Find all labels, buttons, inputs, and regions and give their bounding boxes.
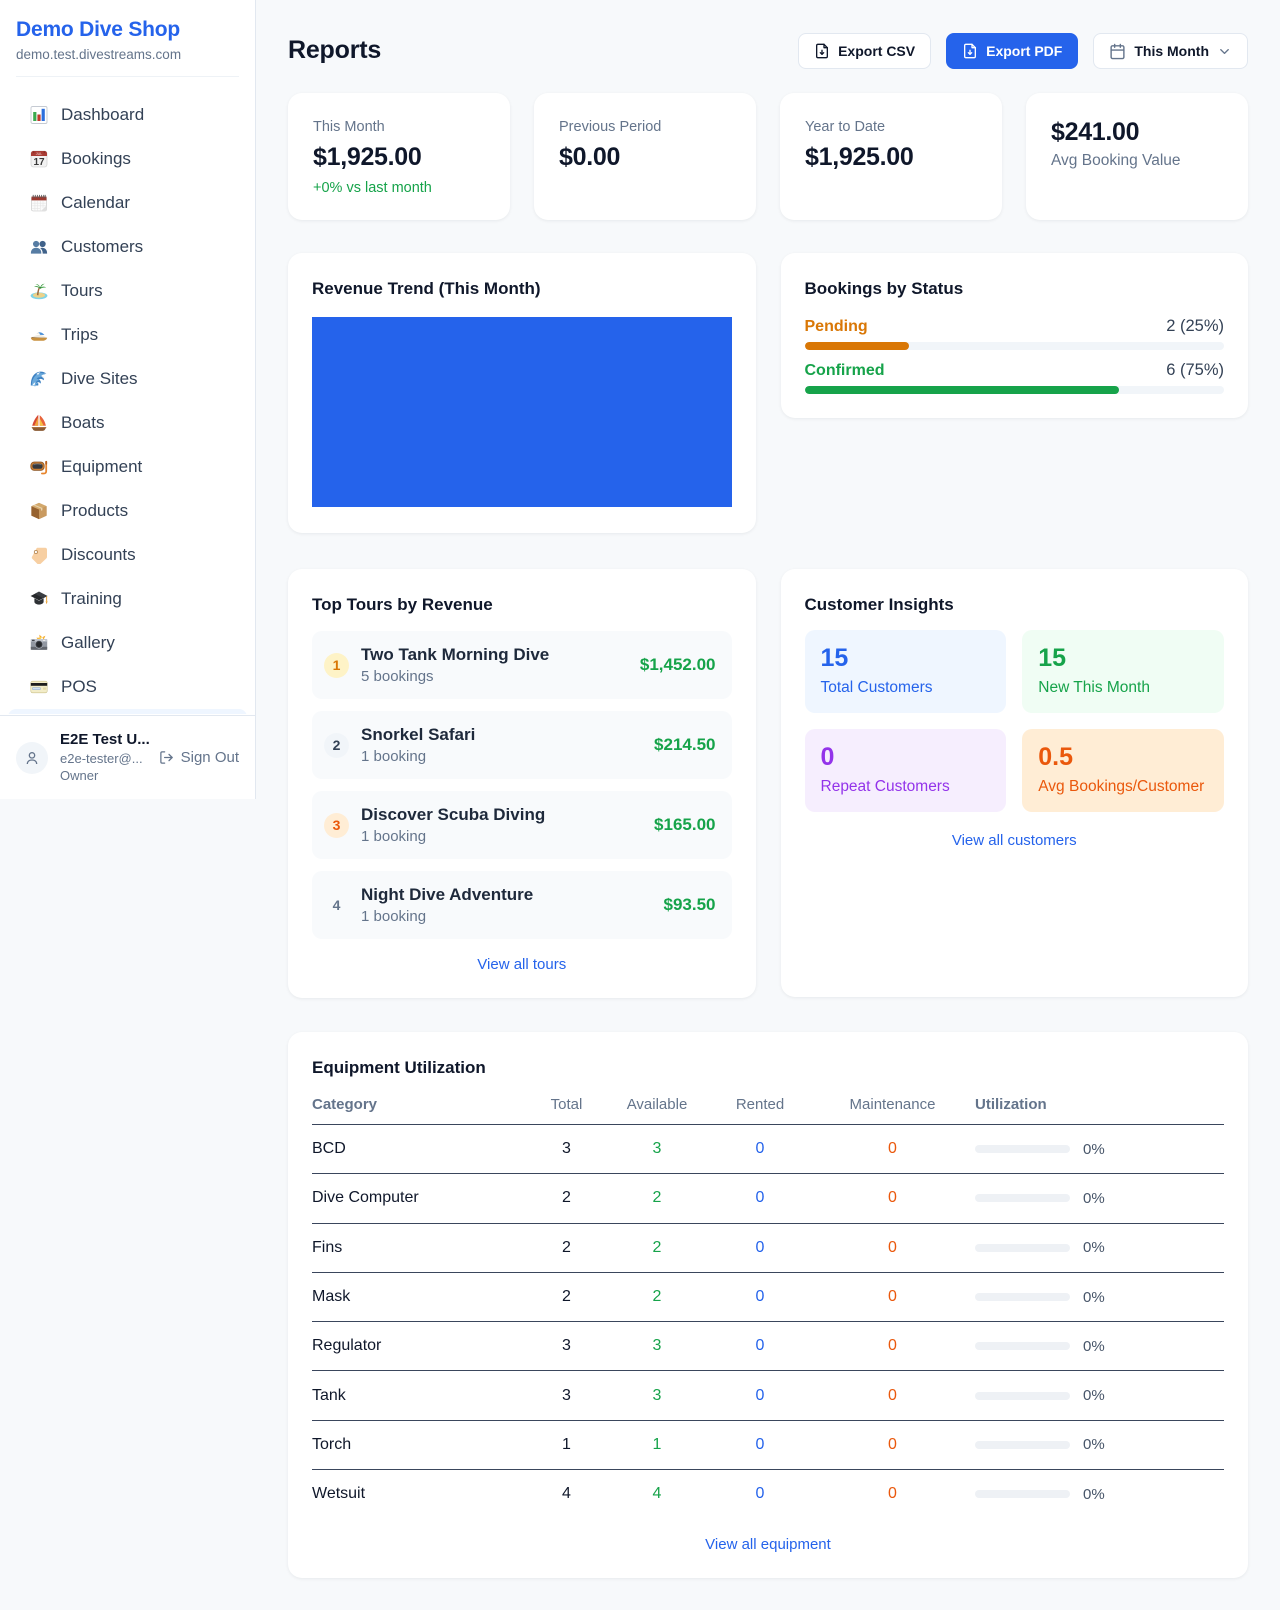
svg-text:JUL: JUL <box>36 152 42 156</box>
svg-text:17: 17 <box>33 157 45 168</box>
